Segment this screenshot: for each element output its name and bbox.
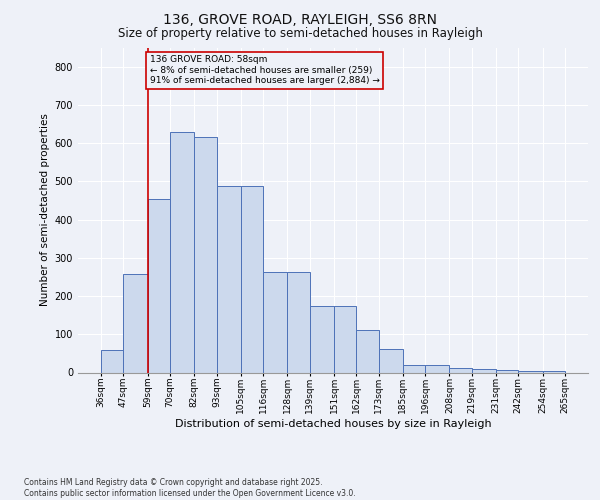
Bar <box>287 272 310 372</box>
Text: Size of property relative to semi-detached houses in Rayleigh: Size of property relative to semi-detach… <box>118 28 482 40</box>
Bar <box>170 132 194 372</box>
Bar <box>379 349 403 372</box>
Text: Contains HM Land Registry data © Crown copyright and database right 2025.
Contai: Contains HM Land Registry data © Crown c… <box>24 478 356 498</box>
Bar <box>310 306 334 372</box>
Bar <box>263 272 287 372</box>
Bar <box>356 330 379 372</box>
Bar <box>101 350 124 372</box>
Bar <box>472 370 496 372</box>
Bar <box>496 370 518 372</box>
Bar <box>124 274 148 372</box>
Bar <box>449 368 472 372</box>
Bar <box>403 365 425 372</box>
Text: 136 GROVE ROAD: 58sqm
← 8% of semi-detached houses are smaller (259)
91% of semi: 136 GROVE ROAD: 58sqm ← 8% of semi-detac… <box>150 55 380 85</box>
Bar <box>425 365 449 372</box>
X-axis label: Distribution of semi-detached houses by size in Rayleigh: Distribution of semi-detached houses by … <box>175 418 491 428</box>
Text: 136, GROVE ROAD, RAYLEIGH, SS6 8RN: 136, GROVE ROAD, RAYLEIGH, SS6 8RN <box>163 12 437 26</box>
Bar <box>518 370 542 372</box>
Bar <box>217 186 241 372</box>
Bar <box>148 198 170 372</box>
Bar <box>334 306 356 372</box>
Y-axis label: Number of semi-detached properties: Number of semi-detached properties <box>40 114 50 306</box>
Bar <box>542 370 565 372</box>
Bar <box>241 186 263 372</box>
Bar <box>194 138 217 372</box>
